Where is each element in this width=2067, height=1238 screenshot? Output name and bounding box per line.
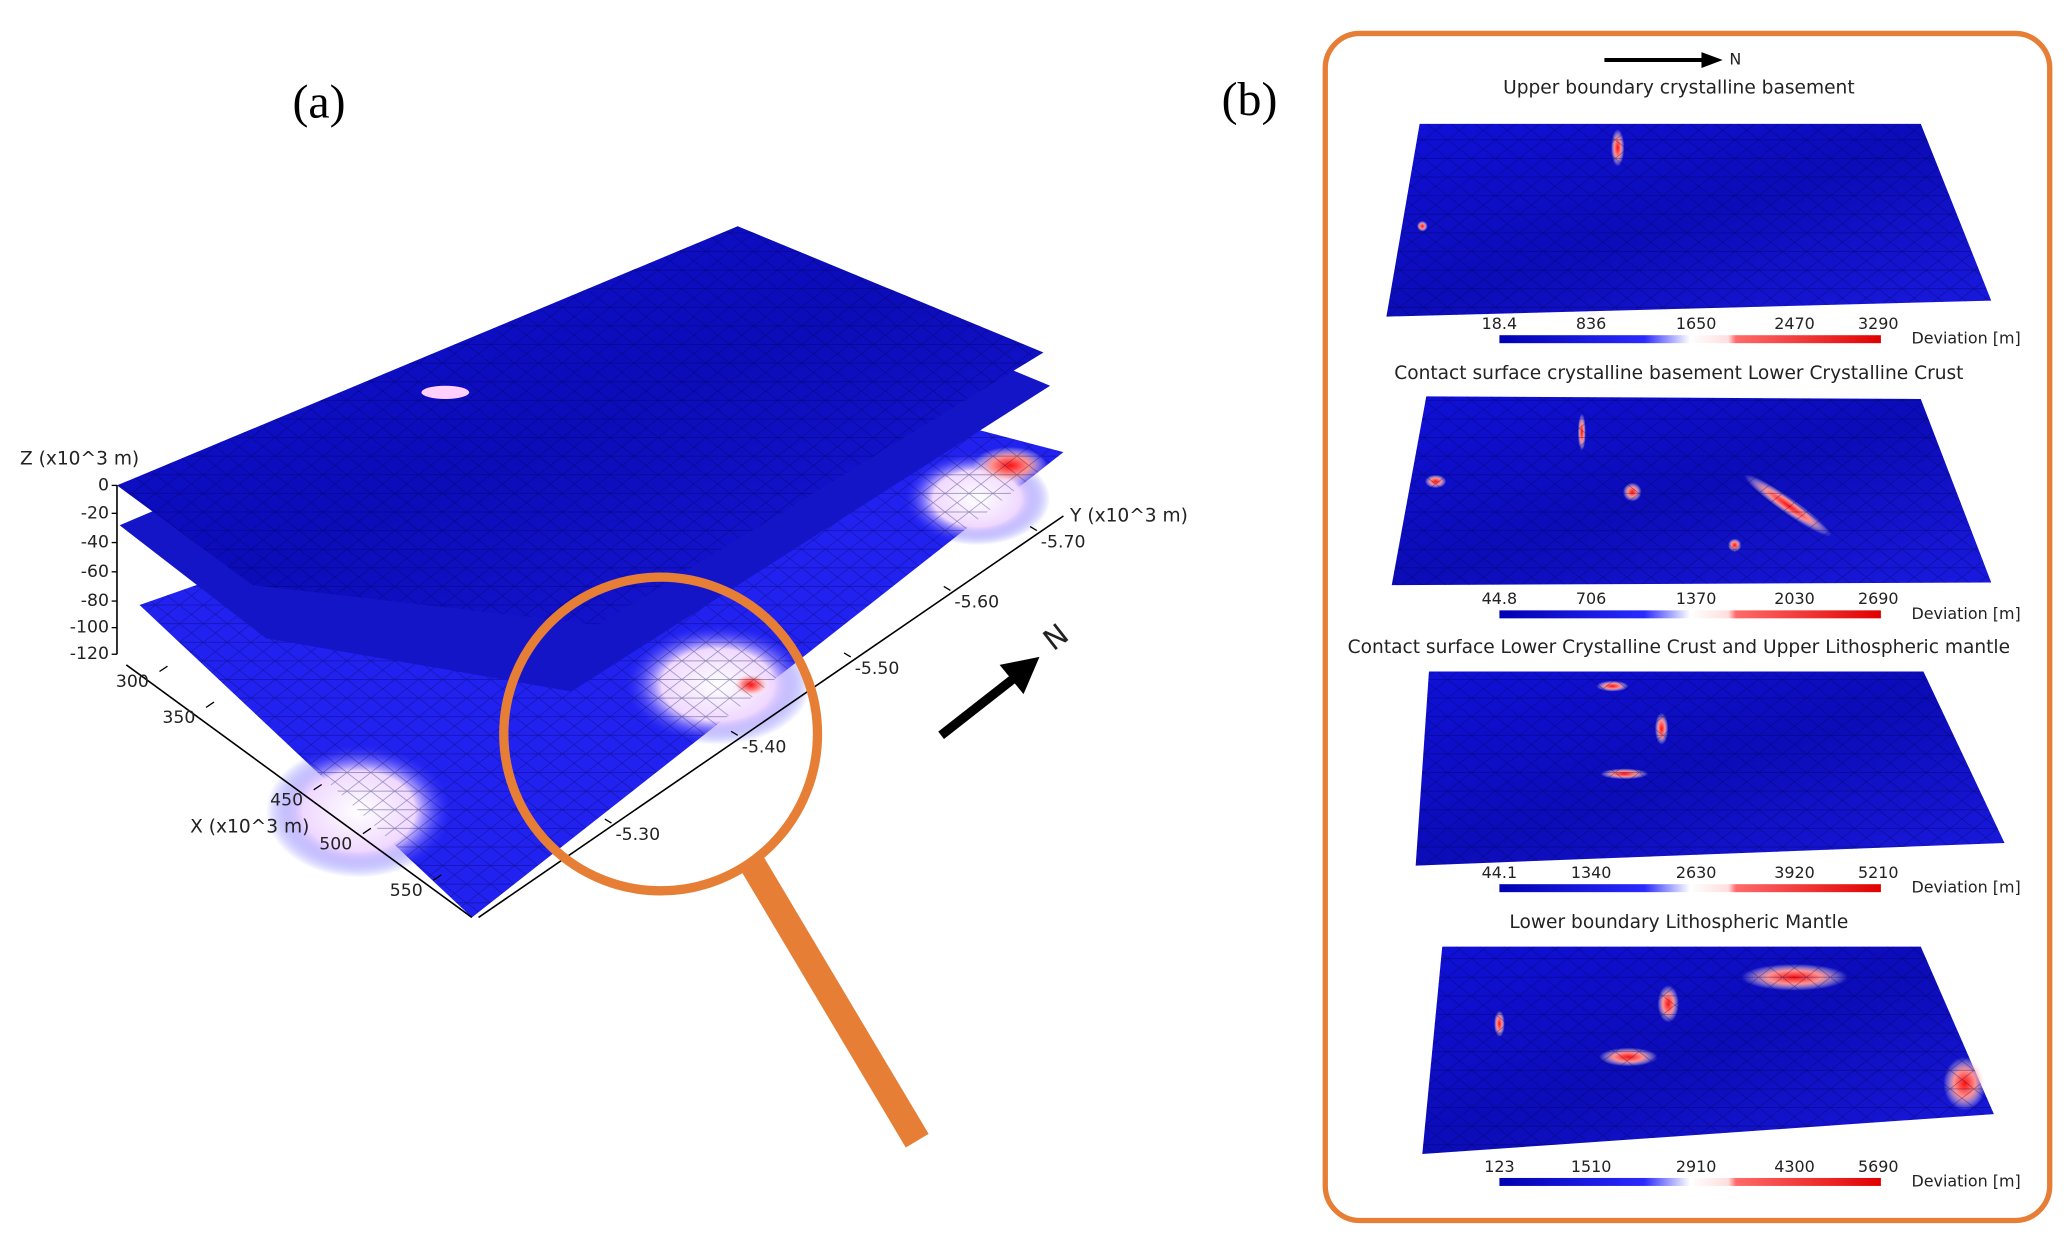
tick-label: 450 [270, 790, 303, 810]
mesh [1391, 396, 1992, 586]
map-title: Contact surface crystalline basement Low… [1394, 363, 1963, 384]
colorbar-tick: 2690 [1858, 589, 1899, 608]
tick-mark [432, 874, 442, 881]
tick-label: 300 [116, 672, 149, 692]
colorbar-tick: 18.4 [1482, 314, 1518, 333]
tick-label: -5.60 [954, 592, 999, 612]
colorbar [1499, 884, 1881, 893]
colorbar-tick: 44.1 [1482, 863, 1518, 882]
maps: Upper boundary crystalline basement 18.4 8… [1348, 77, 2021, 1190]
mesh [1422, 946, 1994, 1155]
tick-label: 350 [162, 708, 195, 728]
colorbar-tick: 2630 [1676, 863, 1717, 882]
colorbar-tick: 44.8 [1482, 589, 1518, 608]
colorbar-label: Deviation [m] [1911, 878, 2020, 897]
layer-stack [116, 226, 1064, 918]
tick-mark [843, 652, 852, 658]
tick-label: -5.40 [742, 737, 787, 757]
colorbar-tick: 2470 [1774, 314, 1815, 333]
colorbar-tick: 5210 [1858, 863, 1899, 882]
colorbar-tick: 2910 [1676, 1157, 1717, 1176]
colorbar-tick: 1370 [1676, 589, 1717, 608]
tick-mark [313, 783, 323, 791]
tick-mark [362, 827, 372, 835]
tick-label: 550 [390, 881, 423, 901]
colorbar [1499, 610, 1881, 619]
colorbar-tick: 706 [1576, 589, 1606, 608]
colorbar-tick: 123 [1484, 1157, 1514, 1176]
colorbar-tick: 2030 [1774, 589, 1815, 608]
tick-label: -5.50 [855, 659, 900, 679]
anomaly [421, 385, 470, 400]
tick-label: 0 [98, 475, 109, 495]
tick-mark [604, 818, 612, 824]
map-title: Upper boundary crystalline basement [1503, 77, 1855, 98]
north-arrow [938, 656, 1040, 739]
colorbar-label: Deviation [m] [1911, 329, 2020, 348]
colorbar-label: Deviation [m] [1911, 604, 2020, 623]
tick-label: -80 [81, 591, 109, 611]
colorbar-tick: 836 [1576, 314, 1606, 333]
colorbar-tick: 1650 [1676, 314, 1717, 333]
tick-label: -40 [81, 533, 109, 553]
colorbar [1499, 335, 1881, 344]
colorbar-tick: 5690 [1858, 1157, 1899, 1176]
axis-label: X (x10^3 m) [190, 817, 309, 838]
panel-label: (a) [292, 76, 345, 129]
north-arrow [1604, 52, 1723, 69]
axis-label: Z (x10^3 m) [20, 448, 139, 469]
x-axis-line [125, 664, 473, 919]
tick-label: -60 [81, 562, 109, 582]
tick-label: -20 [81, 503, 109, 523]
colorbar-tick: 4300 [1774, 1157, 1815, 1176]
tick-mark [943, 585, 951, 591]
tick-label: 500 [319, 834, 352, 854]
colorbar-tick: 1510 [1571, 1157, 1612, 1176]
north-label: N [1729, 50, 1741, 69]
colorbar [1499, 1177, 1881, 1186]
mesh [1415, 671, 2005, 866]
mesh [116, 226, 1044, 625]
panel-label: (b) [1222, 73, 1278, 126]
colorbar-tick: 3290 [1858, 314, 1899, 333]
north-label: N [1037, 617, 1075, 657]
y-axis-line [478, 515, 1064, 919]
mesh [1386, 123, 1992, 317]
tick-label: -5.70 [1041, 533, 1086, 553]
tick-group: 0 -20 -40 -60 -80 -100 -120 300 350 450 500 550 -5.3… [70, 475, 1086, 900]
tick-label: -100 [70, 618, 109, 638]
tick-mark [159, 665, 168, 673]
magnifier [499, 572, 929, 1148]
tick-mark [205, 701, 215, 708]
colorbar-label: Deviation [m] [1911, 1171, 2020, 1190]
tick-label: -5.30 [615, 825, 660, 845]
map-title: Contact surface Lower Crystalline Crust … [1348, 637, 2010, 658]
panel-frame [1322, 30, 2053, 1224]
colorbar-tick: 1340 [1571, 863, 1612, 882]
map-title: Lower boundary Lithospheric Mantle [1509, 912, 1848, 933]
colorbar-tick: 3920 [1774, 863, 1815, 882]
tick-mark [1029, 526, 1038, 532]
tick-mark [730, 730, 739, 736]
tick-label: -120 [70, 644, 109, 664]
axis-label: Y (x10^3 m) [1069, 505, 1188, 526]
